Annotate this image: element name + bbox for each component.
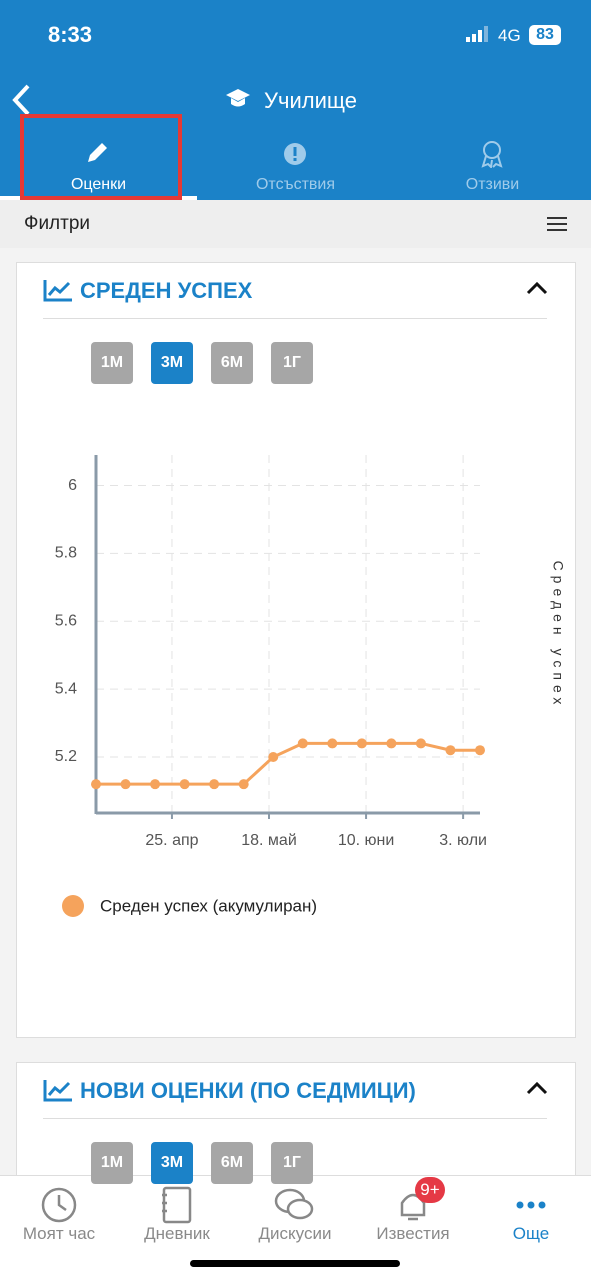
school-icon (226, 89, 250, 107)
collapse-button[interactable] (526, 1080, 548, 1096)
range-button[interactable]: 1Г (271, 342, 313, 384)
filter-bar[interactable] (0, 200, 591, 248)
nav-item[interactable]: Известия (376, 1224, 450, 1243)
data-point (150, 779, 161, 790)
nav-item[interactable]: Дневник (144, 1224, 210, 1243)
tab-icon-reviews (481, 141, 503, 168)
tab[interactable]: Отзиви (465, 176, 520, 193)
trend-icon (43, 1080, 72, 1102)
back-button[interactable] (10, 82, 34, 118)
home-indicator (190, 1260, 400, 1267)
status-time: 8:33 (48, 22, 93, 47)
x-tick-label: 18. май (241, 832, 297, 849)
highlight-box (20, 114, 182, 200)
y-axis-label: Среден успех (550, 561, 566, 710)
filter-label: Филтри (24, 213, 91, 234)
tab[interactable]: Отсъствия (255, 176, 336, 193)
range-button[interactable]: 1М (91, 1142, 133, 1184)
data-point (327, 738, 338, 749)
trend-icon (43, 280, 72, 302)
data-point (91, 779, 101, 790)
x-tick-label: 25. апр (145, 832, 198, 849)
data-point (238, 779, 249, 790)
card-title: НОВИ ОЦЕНКИ (ПО СЕДМИЦИ) (80, 1078, 416, 1103)
y-tick-label: 5.4 (55, 680, 77, 697)
range-button[interactable]: 3М (151, 342, 193, 384)
data-point (445, 745, 456, 756)
tab-icon-grades (88, 143, 107, 162)
data-point (415, 738, 426, 749)
collapse-button[interactable] (526, 280, 548, 296)
range-button[interactable]: 1Г (271, 1142, 313, 1184)
tab-icon-absences (284, 143, 306, 165)
series-line (96, 741, 480, 786)
network-label: 4G (498, 26, 521, 45)
menu-icon[interactable] (547, 216, 569, 232)
tab[interactable]: Оценки (70, 176, 127, 193)
nav-item[interactable]: Дискусии (258, 1224, 332, 1243)
data-point (297, 738, 308, 749)
data-point (356, 738, 367, 749)
data-point (386, 738, 397, 749)
y-tick-label: 5.8 (55, 545, 77, 562)
y-tick-label: 6 (68, 477, 77, 494)
nav-item[interactable]: Още (512, 1224, 550, 1243)
legend-label: Среден успех (акумулиран) (100, 896, 317, 915)
nav-item[interactable]: Моят час (22, 1224, 96, 1243)
header-title: Училище (264, 88, 357, 113)
range-button[interactable]: 3М (151, 1142, 193, 1184)
range-button[interactable]: 6М (211, 342, 253, 384)
card (16, 262, 576, 1038)
chart: Среден успех 5.2 5.4 5.6 5.8 6 25. апр 18. май… (55, 455, 566, 917)
y-tick-label: 5.6 (55, 612, 77, 629)
signal-icon (466, 26, 490, 42)
range-button[interactable]: 1М (91, 342, 133, 384)
data-point (209, 779, 220, 790)
notification-badge: 9+ (415, 1177, 445, 1203)
data-point (179, 779, 190, 790)
nav-icons (41, 1186, 546, 1224)
battery: 83 (529, 25, 561, 45)
x-tick-label: 3. юли (439, 832, 487, 849)
divider (43, 318, 547, 319)
y-tick-label: 5.2 (55, 748, 77, 765)
legend-marker (62, 895, 84, 917)
data-point (120, 779, 131, 790)
divider (43, 1118, 547, 1119)
data-point (475, 745, 485, 756)
card-title: СРЕДЕН УСПЕХ (80, 278, 253, 303)
app-header (0, 0, 591, 200)
data-point (268, 752, 279, 763)
range-button[interactable]: 6М (211, 1142, 253, 1184)
x-tick-label: 10. юни (338, 832, 394, 849)
